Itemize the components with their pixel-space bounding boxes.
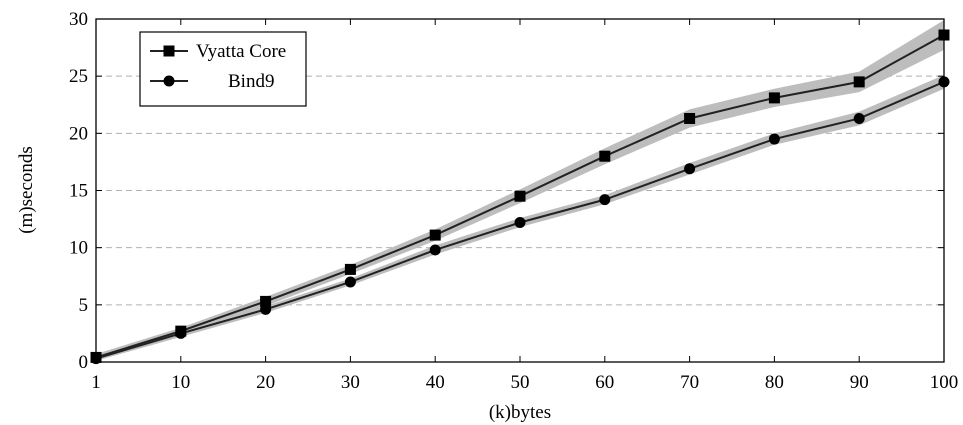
marker-circle-1 [175,327,187,339]
marker-square-6 [599,150,611,162]
marker-circle-2 [260,303,272,315]
x-tick-label: 60 [595,372,614,393]
x-tick-label: 100 [930,372,959,393]
marker-square-4 [429,229,441,241]
x-tick-label: 10 [171,372,190,393]
marker-circle-7 [684,163,696,175]
x-tick-label: 80 [765,372,784,393]
marker-square-7 [684,112,696,124]
legend-box [139,31,307,107]
x-tick-label: 50 [511,372,530,393]
x-tick-label: 1 [91,372,101,393]
marker-square-8 [768,92,780,104]
legend: Vyatta Core Bind9 [139,31,307,107]
x-tick-label: 40 [426,372,445,393]
x-tick-label: 70 [680,372,699,393]
band-0 [96,20,944,361]
marker-square-2 [260,295,272,307]
marker-square-3 [344,263,356,275]
y-tick-label: 5 [79,295,89,316]
y-tick-label: 15 [69,181,88,202]
marker-circle-8 [768,133,780,145]
legend-marker-circle [163,75,175,87]
y-tick-label: 0 [79,352,89,373]
x-tick-label: 20 [256,372,275,393]
marker-square-5 [514,190,526,202]
x-tick-label: 30 [341,372,360,393]
y-tick-label: 30 [69,9,88,30]
y-axis-label: (m)seconds [16,146,37,234]
marker-circle-4 [429,244,441,256]
marker-circle-3 [344,276,356,288]
y-tick-label: 20 [69,123,88,144]
legend-label: Vyatta Core [196,41,286,62]
x-axis-ticks: 1 10 20 30 40 50 60 70 80 90 100 [91,19,958,393]
marker-circle-6 [599,194,611,206]
legend-marker-square [163,45,175,57]
marker-square-9 [853,76,865,88]
y-tick-label: 10 [69,238,88,259]
marker-circle-5 [514,217,526,229]
y-tick-label: 25 [69,66,88,87]
x-tick-label: 90 [850,372,869,393]
legend-label: Bind9 [228,71,274,92]
y-axis-ticks: 0 5 10 15 20 25 30 [69,9,944,373]
marker-circle-9 [853,112,865,124]
x-axis-label: (k)bytes [489,402,551,423]
